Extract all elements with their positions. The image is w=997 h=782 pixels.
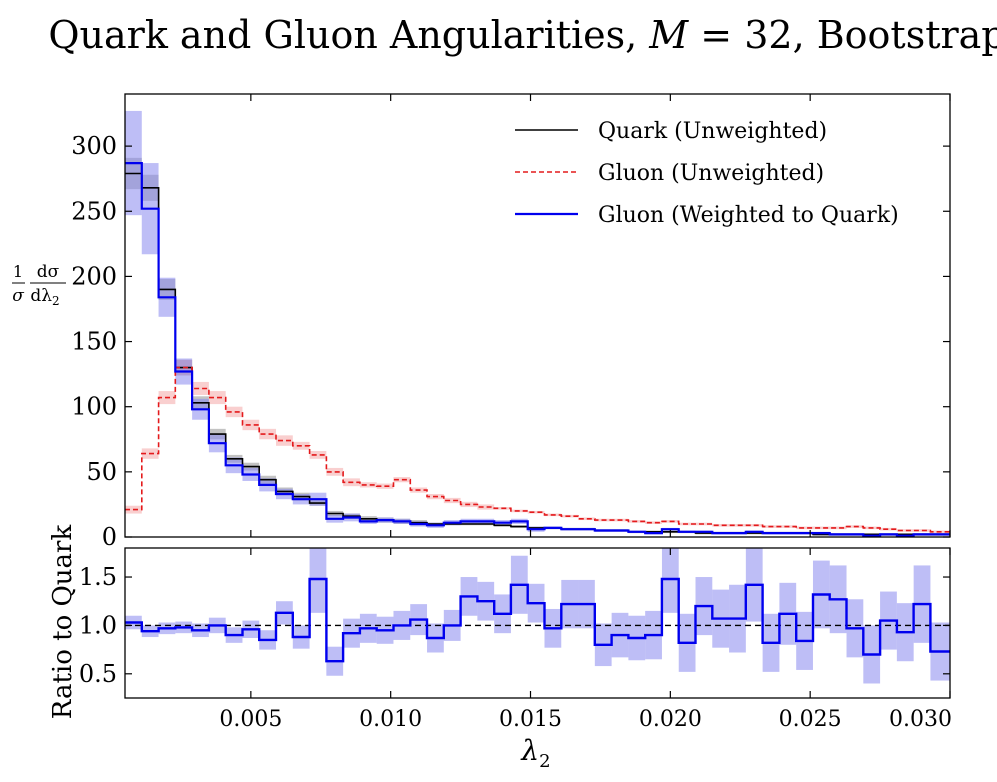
legend-label: Quark (Unweighted): [598, 119, 827, 144]
y-tick-label: 0: [102, 523, 117, 551]
series-line-gluon-unweighted-: [125, 366, 950, 533]
ratio-error-band: [125, 548, 950, 684]
ylabel-frac-num: 1: [13, 262, 23, 281]
ylabel-d-sub: 2: [52, 294, 60, 308]
band-bin: [527, 510, 545, 514]
ylabel-d-num: dσ: [37, 262, 60, 282]
title-prefix: Quark and Gluon Angularities,: [48, 13, 649, 57]
ratio-line: [125, 577, 950, 663]
legend-label: Gluon (Weighted to Quark): [598, 203, 899, 228]
y-tick-label: 200: [71, 262, 117, 290]
title-eq: = 32: [688, 13, 792, 57]
band-bin: [880, 527, 897, 531]
figure-title: Quark and Gluon Angularities, M = 32, Bo…: [48, 13, 997, 57]
x-tick-label: 0.025: [779, 707, 842, 732]
band-bin: [276, 435, 293, 446]
band-bin: [829, 526, 847, 530]
x-tick-label: 0.010: [359, 707, 422, 732]
band-bin: [796, 526, 813, 530]
ylabel-frac-den: σ: [12, 286, 24, 306]
ratio-series-line: [125, 577, 950, 663]
band-bin: [729, 523, 746, 527]
series-line-gluon-weighted-to-quark-: [125, 162, 950, 537]
ratio-y-tick-label: 1.5: [79, 563, 117, 591]
x-tick-label: 0.005: [219, 707, 282, 732]
legend-label: Gluon (Unweighted): [598, 161, 824, 186]
ratio-plot-frame: [124, 547, 951, 699]
x-tick-label: 0.015: [499, 707, 562, 732]
ratio-y-tick-label: 1.0: [79, 611, 117, 639]
band-bin: [192, 381, 209, 395]
distribution-panel: 0 50 100 150 200 250 300 1 σ dσ dλ2 Quark (Unw…: [12, 93, 951, 551]
band-bin: [225, 406, 243, 418]
band-bin: [393, 477, 411, 483]
x-axis-label-sub: 2: [539, 751, 550, 772]
band-bin: [812, 526, 830, 530]
distribution-plot-frame: [124, 93, 951, 538]
ratio-band-bin: [661, 548, 679, 613]
band-bin: [309, 451, 327, 459]
band-bin: [712, 523, 730, 527]
ratio-ylabel: Ratio to Quark: [48, 525, 78, 720]
ratio-y-tick-label: 0.5: [79, 660, 117, 688]
y-tick-label: 300: [71, 132, 117, 160]
series-line-quark-unweighted-: [125, 172, 950, 536]
y-tick-label: 100: [71, 393, 117, 421]
band-bin: [443, 497, 461, 504]
legend: Quark (Unweighted) Gluon (Unweighted) Gluo…: [515, 119, 899, 228]
title-math: M: [648, 13, 689, 57]
ratio-band-bin: [309, 548, 327, 613]
band-bin: [359, 482, 377, 488]
band-bin: [578, 517, 595, 521]
band-bin: [242, 419, 260, 431]
y-tick-label: 250: [71, 197, 117, 225]
distribution-ylabel: 1 σ dσ dλ2: [12, 262, 66, 308]
y-tick-label: 150: [71, 328, 117, 356]
error-bands: [125, 110, 950, 537]
band-bin: [645, 521, 662, 524]
band-bin: [477, 504, 495, 510]
x-tick-label: 0.020: [639, 707, 702, 732]
ylabel-d-den: dλ2: [30, 286, 59, 308]
series-lines: [125, 162, 950, 537]
band-bin: [259, 428, 277, 440]
band-gluon-unweighted-: [125, 359, 950, 534]
y-axis-ticks: 0 50 100 150 200 250 300: [71, 94, 951, 551]
x-tick-label: 0.030: [889, 707, 952, 732]
y-tick-label: 50: [86, 458, 117, 486]
title-suffix: , Bootstrap: [793, 13, 997, 57]
ratio-panel: 0.51.01.50.005 0.010 0.015 0.020 0.025 0.030 …: [48, 525, 952, 772]
x-axis-label: λ2: [520, 734, 550, 772]
band-bin: [896, 529, 914, 532]
band-gluon-weighted-to-quark-: [125, 110, 950, 537]
ratio-axis-ticks: 0.5 1.0 1.5 0.005 0.010 0.015 0.020 0.025 0.030: [79, 548, 952, 732]
